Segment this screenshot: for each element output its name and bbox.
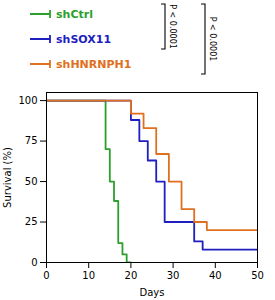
- svg-text:40: 40: [209, 270, 222, 281]
- svg-text:20: 20: [125, 270, 138, 281]
- svg-text:0: 0: [43, 270, 49, 281]
- svg-text:Days: Days: [140, 287, 165, 298]
- svg-text:50: 50: [25, 176, 38, 187]
- svg-text:P < 0.0001: P < 0.0001: [168, 4, 177, 49]
- svg-text:50: 50: [251, 270, 264, 281]
- svg-text:P < 0.0001: P < 0.0001: [208, 17, 217, 62]
- svg-text:75: 75: [25, 135, 38, 146]
- svg-text:100: 100: [18, 95, 37, 106]
- svg-text:10: 10: [82, 270, 95, 281]
- svg-text:0: 0: [31, 257, 37, 268]
- svg-text:Survival (%): Survival (%): [2, 147, 13, 208]
- svg-text:25: 25: [25, 216, 38, 227]
- svg-text:shCtrl: shCtrl: [56, 8, 93, 21]
- svg-text:shSOX11: shSOX11: [56, 33, 111, 46]
- svg-text:shHNRNPH1: shHNRNPH1: [56, 58, 131, 71]
- svg-text:30: 30: [167, 270, 180, 281]
